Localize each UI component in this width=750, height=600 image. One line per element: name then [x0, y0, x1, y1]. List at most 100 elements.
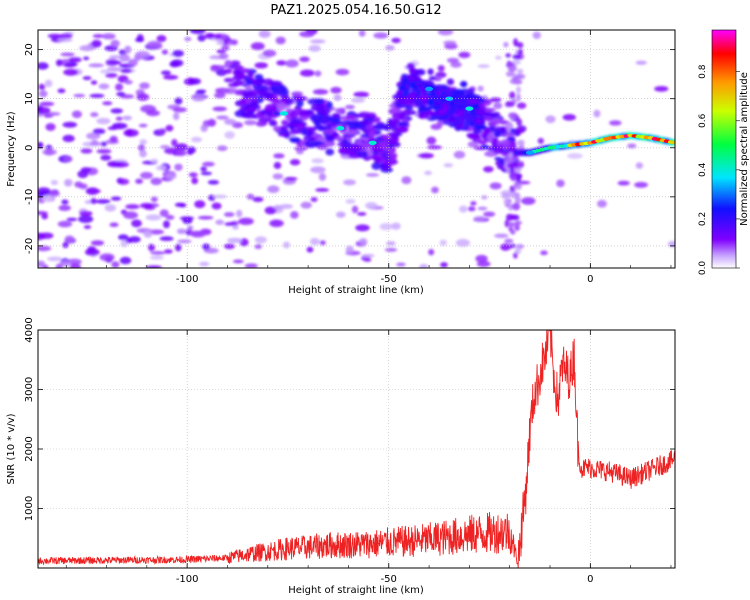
spectrogram-noise-cell — [159, 236, 174, 242]
spectrogram-noise-cell — [107, 160, 121, 168]
spectrogram-noise-cell — [290, 211, 299, 219]
spectrogram-noise-cell — [99, 253, 115, 262]
spectrogram-signal-cell — [500, 139, 511, 146]
spectrogram-noise-cell — [357, 212, 367, 216]
y-tick-label: 3000 — [24, 377, 35, 402]
spectrogram-noise-cell — [230, 60, 241, 66]
figure-title: PAZ1.2025.054.16.50.G12 — [270, 3, 441, 18]
y-tick-label: 1000 — [24, 496, 35, 521]
spectrogram-signal-cell — [263, 91, 274, 100]
spectrogram-noise-cell — [366, 173, 380, 177]
spectrogram-noise-cell — [667, 240, 675, 248]
spectrogram-signal-cell — [268, 80, 283, 86]
colorbar: 0.0 0.2 0.4 0.6 0.8 Normalized spectral ampl… — [698, 29, 750, 275]
spectrogram-signal-cell — [281, 88, 289, 96]
spectrogram-noise-cell — [215, 68, 228, 77]
spectrogram-signal-cell — [241, 112, 251, 119]
spectrogram-signal-cell — [486, 112, 497, 117]
spectrogram-noise-cell — [232, 259, 244, 264]
spectrogram-noise-cell — [117, 178, 130, 185]
spectrogram-noise-cell — [475, 254, 488, 263]
snr-panel: -100 -50 0 1000 2000 3000 4000 Height of strai… — [6, 317, 676, 596]
spectrogram-noise-cell — [199, 261, 210, 267]
spectrogram-signal-cell — [247, 71, 254, 79]
spectrogram-noise-cell — [224, 243, 235, 250]
spectrogram-noise-cell — [62, 241, 69, 249]
spectrogram-noise-cell — [38, 83, 46, 91]
y-tick-label: 2000 — [24, 436, 35, 461]
spectrogram-noise-cell — [165, 173, 177, 180]
spectrogram-noise-cell — [161, 49, 169, 55]
spectrogram-noise-cell — [90, 112, 99, 118]
spectrogram-noise-cell — [95, 199, 111, 204]
spectrogram-signal-cell — [295, 96, 303, 102]
spectrogram-signal-cell — [472, 103, 480, 109]
spectrogram-signal-cell — [268, 120, 278, 127]
spectrogram-noise-cell — [221, 45, 230, 51]
spectrogram-noise-cell — [61, 199, 69, 205]
spectrogram-noise-cell — [508, 152, 513, 158]
spectrogram-noise-cell — [314, 70, 322, 77]
spectrogram-noise-cell — [273, 153, 285, 159]
spectrogram-noise-cell — [42, 194, 54, 203]
spectrogram-signal-cell — [473, 129, 483, 134]
spectrogram-noise-cell — [38, 232, 46, 241]
spectrogram-signal-cell — [467, 132, 481, 140]
spectrogram-noise-cell — [218, 52, 229, 60]
spectrogram-signal-cell — [485, 116, 494, 122]
spectrogram-signal-cell — [326, 101, 333, 110]
spectrogram-ridge-core — [671, 141, 675, 145]
spectrogram-noise-cell — [514, 196, 521, 205]
spectrogram-noise-cell — [189, 77, 202, 85]
spectrogram-signal-cell — [291, 91, 303, 97]
spectrogram-noise-cell — [426, 136, 437, 145]
spectrogram-noise-cell — [419, 152, 434, 159]
spectrogram-noise-cell — [358, 30, 366, 37]
spectrogram-noise-cell — [236, 209, 243, 218]
spectrogram-signal-cell — [371, 162, 382, 170]
colorbar-tick-label: 0.6 — [698, 113, 708, 128]
spectrogram-noise-cell — [343, 179, 356, 186]
spectrogram-noise-cell — [160, 70, 171, 76]
spectrogram-noise-cell — [145, 214, 162, 221]
spectrogram-noise-cell — [252, 196, 264, 203]
spectrogram-signal-cell — [486, 146, 498, 152]
spectrogram-noise-cell — [196, 89, 207, 94]
spectrogram-noise-cell — [85, 188, 101, 194]
spectrogram-signal-cell — [273, 125, 282, 132]
spectrogram-noise-cell — [207, 179, 220, 185]
spectrogram-signal-cell — [310, 103, 324, 112]
spectrogram-noise-cell — [64, 235, 75, 243]
spectrogram-signal-cell — [281, 120, 289, 126]
spectrogram-noise-cell — [164, 147, 180, 155]
spectrogram-noise-cell — [516, 68, 524, 74]
spectrogram-noise-cell — [318, 172, 327, 181]
spectrogram-noise-cell — [89, 93, 105, 98]
spectrogram-signal-cell — [355, 140, 363, 145]
spectrogram-noise-cell — [212, 106, 227, 112]
spectrogram-noise-cell — [45, 111, 61, 116]
spectrogram-noise-cell — [358, 238, 368, 246]
spectrogram-noise-cell — [224, 118, 237, 125]
spectrogram-noise-cell — [509, 214, 517, 220]
spectrogram-noise-cell — [90, 80, 98, 85]
spectrogram-noise-cell — [224, 131, 235, 139]
spectrogram-noise-cell — [273, 204, 282, 211]
spectrogram-signal-cell — [335, 135, 344, 142]
spectrogram-grid — [38, 30, 675, 268]
spectrogram-noise-cell — [262, 49, 277, 57]
spectrogram-noise-cell — [190, 30, 206, 35]
spectrogram-signal-cell — [346, 130, 360, 135]
spectrogram-noise-cell — [150, 255, 164, 260]
spectrogram-noise-cell — [504, 244, 515, 249]
spectrogram-noise-cell — [440, 262, 448, 268]
spectrogram-noise-cell — [60, 52, 75, 57]
spectrogram-signal-cell — [416, 79, 423, 84]
spectrogram-noise-cell — [124, 79, 133, 85]
spectrogram-noise-cell — [111, 122, 128, 130]
colorbar-ticks: 0.0 0.2 0.4 0.6 0.8 — [698, 64, 740, 275]
spectrogram-noise-cell — [501, 193, 511, 199]
spectrogram-signal-cell — [361, 150, 368, 158]
spectrogram-noise-cell — [493, 102, 503, 110]
